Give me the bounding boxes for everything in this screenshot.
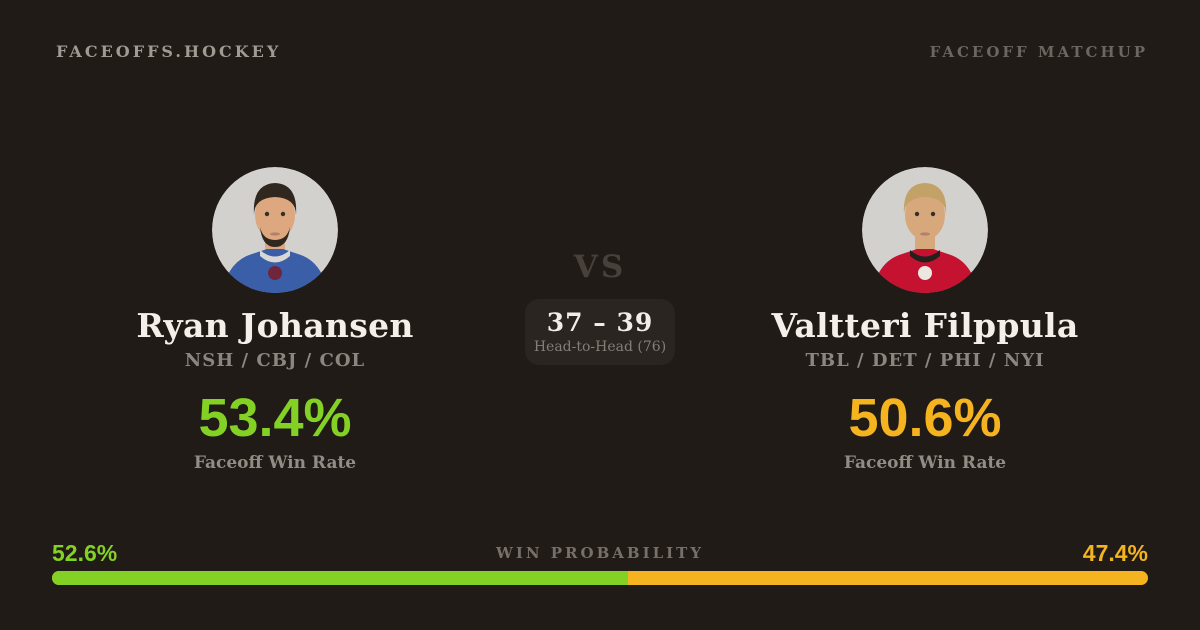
avatar-hair	[253, 183, 297, 215]
player-teams-left: NSH / CBJ / COL	[184, 349, 366, 371]
win-probability-right-value: 47.4%	[1082, 539, 1148, 566]
header: FACEOFFS.HOCKEY FACEOFF MATCHUP	[56, 42, 1148, 61]
page-title: FACEOFF MATCHUP	[929, 43, 1148, 61]
player-panel-left: Ryan Johansen NSH / CBJ / COL 53.4% Face…	[75, 167, 475, 473]
win-probability-labels: 52.6% WIN PROBABILITY 47.4%	[52, 539, 1148, 567]
brand-logo-text: FACEOFFS.HOCKEY	[56, 42, 282, 61]
win-probability-bar	[52, 571, 1148, 585]
avatar-beard	[260, 227, 290, 247]
player-win-rate-right: 50.6%	[848, 387, 1002, 448]
avatar-eye	[914, 211, 920, 217]
win-probability-bar-left-fill	[52, 571, 629, 585]
player-win-rate-label-left: Faceoff Win Rate	[193, 452, 357, 473]
head-to-head-score: 37 – 39	[546, 308, 654, 337]
center-panel: VS 37 – 39 Head-to-Head (76)	[450, 249, 750, 365]
player-name-left: Ryan Johansen	[136, 306, 414, 345]
win-probability-title: WIN PROBABILITY	[495, 544, 705, 562]
avatar-head	[905, 190, 945, 240]
head-to-head-box: 37 – 39 Head-to-Head (76)	[525, 299, 675, 365]
player-panel-right: Valtteri Filppula TBL / DET / PHI / NYI …	[725, 167, 1125, 473]
head-to-head-label: Head-to-Head (76)	[533, 339, 667, 355]
avatar-collar	[910, 250, 940, 263]
avatar-jersey-logo	[268, 266, 282, 280]
avatar-hair	[903, 183, 947, 215]
avatar-collar	[260, 250, 290, 263]
win-probability-left-value: 52.6%	[52, 539, 118, 566]
player-win-rate-left: 53.4%	[198, 387, 352, 448]
player-teams-right: TBL / DET / PHI / NYI	[805, 349, 1045, 371]
avatar-head	[255, 190, 295, 240]
avatar-mouth	[270, 232, 280, 236]
avatar-jersey-logo	[918, 266, 932, 280]
player-name-right: Valtteri Filppula	[771, 306, 1079, 345]
avatar-eye	[280, 211, 286, 217]
avatar-mouth	[920, 232, 930, 236]
vs-label: VS	[573, 249, 627, 285]
player-avatar-left	[212, 167, 338, 293]
player-win-rate-label-right: Faceoff Win Rate	[843, 452, 1007, 473]
avatar-eye	[930, 211, 936, 217]
avatar-eye	[264, 211, 270, 217]
player-avatar-right	[862, 167, 988, 293]
